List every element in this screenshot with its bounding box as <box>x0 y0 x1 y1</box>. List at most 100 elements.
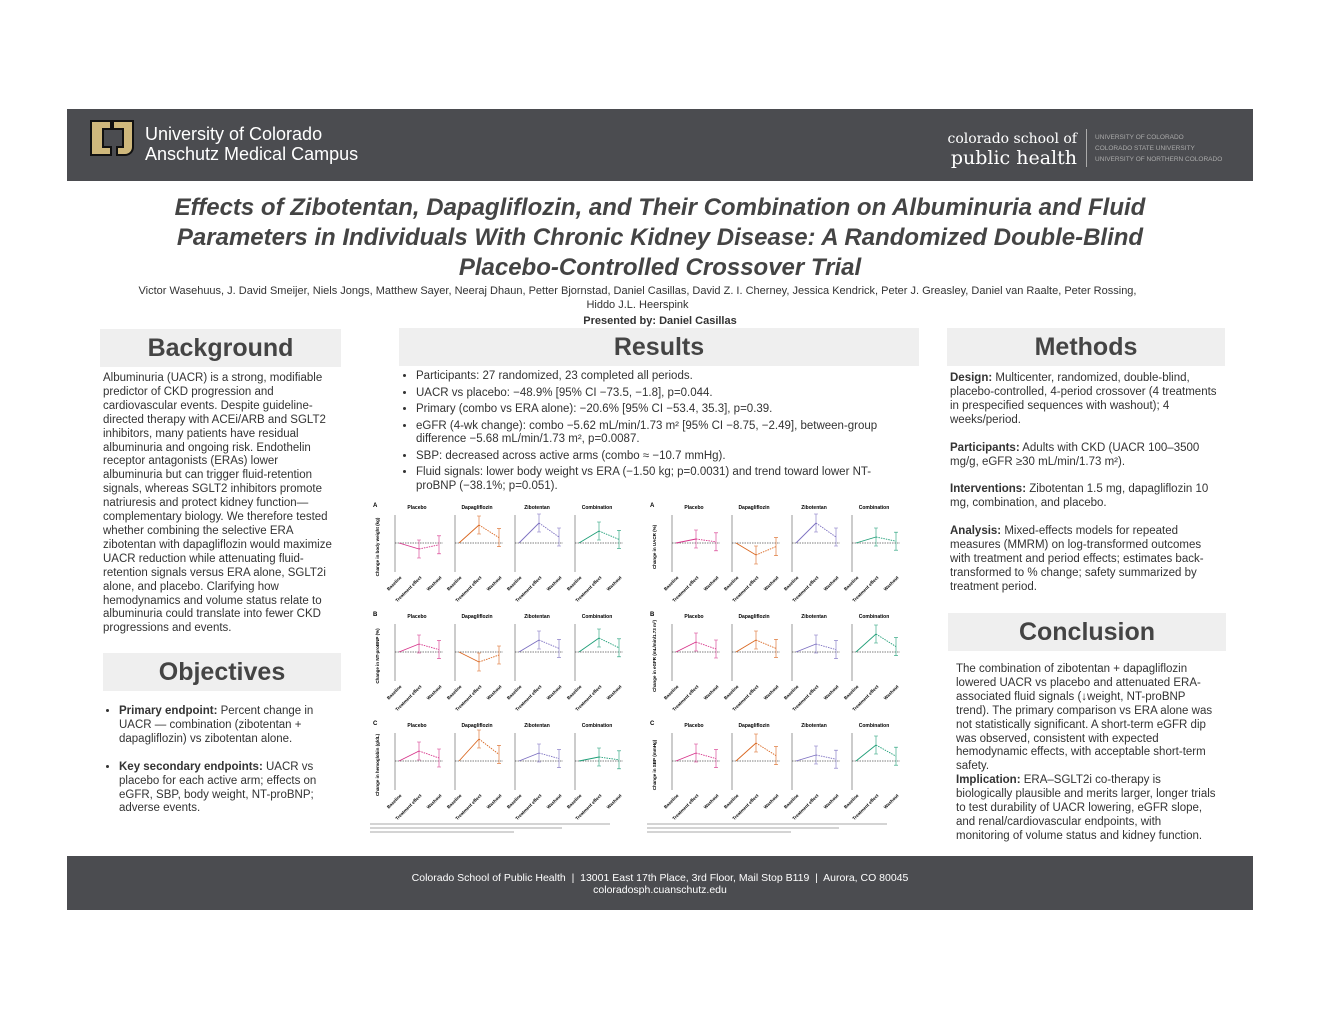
trend <box>598 637 620 649</box>
trend <box>875 633 897 647</box>
trend <box>418 750 440 759</box>
method-item: Design: Multicenter, randomized, double-… <box>950 372 1222 428</box>
error-bar <box>597 747 601 767</box>
x-tick-label: Washout <box>606 684 623 701</box>
trend <box>398 542 420 550</box>
school-line: public health <box>950 147 1077 169</box>
error-bar <box>617 638 621 658</box>
x-tick-label: Washout <box>703 793 720 810</box>
label: Primary endpoint: <box>119 705 218 717</box>
panel-letter: C <box>650 721 655 727</box>
x-tick-label: Washout <box>763 684 780 701</box>
error-bar <box>714 639 718 659</box>
trend <box>458 524 480 544</box>
label: Implication: <box>956 774 1021 787</box>
method-text: Adults with CKD (UACR 100–3500 mg/g, eGF… <box>950 441 1200 468</box>
error-bar <box>834 640 838 659</box>
panel-letter: C <box>373 721 378 727</box>
error-bar <box>557 639 561 658</box>
title-line: Placebo-Controlled Crossover Trial <box>458 254 862 281</box>
results-list: Participants: 27 randomized, 23 complete… <box>400 370 905 496</box>
x-tick-label: Baseline <box>506 575 523 592</box>
error-bar <box>814 634 818 654</box>
x-tick-label: Washout <box>426 793 443 810</box>
trend <box>735 542 757 556</box>
group-title: Zibotentan <box>524 723 550 729</box>
trend <box>695 538 717 543</box>
error-bar <box>874 527 878 547</box>
group-title: Zibotentan <box>524 614 550 620</box>
x-tick-label: Baseline <box>663 684 680 701</box>
trend <box>538 522 560 538</box>
section-heading: Results <box>399 328 919 366</box>
x-tick-label: Washout <box>426 575 443 592</box>
trend <box>398 643 420 653</box>
title-line: Effects of Zibotentan, Dapagliflozin, an… <box>174 194 1146 221</box>
x-tick-label: Washout <box>426 684 443 701</box>
bullet: SBP: decreased across active arms (combo… <box>416 450 905 464</box>
x-tick-label: Washout <box>546 793 563 810</box>
x-tick-label: Baseline <box>783 575 800 592</box>
group-title: Combination <box>582 614 613 620</box>
conclusion-text: The combination of zibotentan + dapaglif… <box>956 663 1213 773</box>
error-bar <box>537 630 541 650</box>
x-tick-label: Baseline <box>566 575 583 592</box>
error-bar <box>597 628 601 648</box>
x-tick-label: Washout <box>486 575 503 592</box>
trend <box>578 756 600 762</box>
bullet: Fluid signals: lower body weight vs ERA … <box>416 466 905 493</box>
x-tick-label: Washout <box>883 575 900 592</box>
trend <box>675 752 697 762</box>
x-tick-label: Washout <box>763 575 780 592</box>
group-title: Placebo <box>407 614 426 620</box>
error-bar <box>874 735 878 755</box>
x-tick-label: Baseline <box>446 575 463 592</box>
trend <box>478 654 500 663</box>
trend <box>418 643 440 651</box>
trend <box>795 522 817 544</box>
bullet: Key secondary endpoints: UACR vs placebo… <box>119 761 328 817</box>
error-bar <box>774 746 778 765</box>
trend <box>418 544 440 550</box>
error-bar <box>754 545 758 565</box>
x-tick-label: Washout <box>606 793 623 810</box>
error-bar <box>437 535 441 555</box>
trend <box>875 536 897 542</box>
panel-letter: A <box>373 503 378 509</box>
y-axis-label: Change in SBP (mmHg) <box>652 739 657 790</box>
trend <box>875 744 897 757</box>
trend <box>398 750 420 762</box>
bullet: eGFR (4-wk change): combo −5.62 mL/min/1… <box>416 420 905 447</box>
x-tick-label: Washout <box>486 793 503 810</box>
error-bar <box>814 513 818 533</box>
error-bar <box>477 515 481 535</box>
trend <box>458 738 480 762</box>
affiliate: COLORADO STATE UNIVERSITY <box>1095 145 1195 152</box>
trend <box>795 643 817 653</box>
x-tick-label: Baseline <box>506 684 523 701</box>
error-bar <box>617 750 621 770</box>
error-bar <box>754 733 758 753</box>
method-item: Interventions: Zibotentan 1.5 mg, dapagl… <box>950 483 1222 511</box>
trend <box>538 752 560 760</box>
x-tick-label: Baseline <box>506 793 523 810</box>
x-tick-label: Washout <box>883 793 900 810</box>
group-title: Dapagliflozin <box>738 614 769 620</box>
panel-letter: A <box>650 503 655 509</box>
group-title: Dapagliflozin <box>738 723 769 729</box>
x-tick-label: Baseline <box>843 793 860 810</box>
error-bar <box>537 743 541 763</box>
x-tick-label: Baseline <box>663 793 680 810</box>
x-tick-label: Baseline <box>446 793 463 810</box>
trend <box>755 639 777 649</box>
error-bar <box>497 745 501 764</box>
x-tick-label: Baseline <box>566 793 583 810</box>
label: Design: <box>950 372 993 384</box>
trend <box>478 738 500 755</box>
bullet: Primary endpoint: Percent change in UACR… <box>119 705 328 747</box>
error-bar <box>814 745 818 765</box>
group-title: Zibotentan <box>801 614 827 620</box>
method-item: Analysis: Mixed-effects models for repea… <box>950 525 1222 595</box>
trend <box>755 546 777 556</box>
x-tick-label: Baseline <box>783 684 800 701</box>
